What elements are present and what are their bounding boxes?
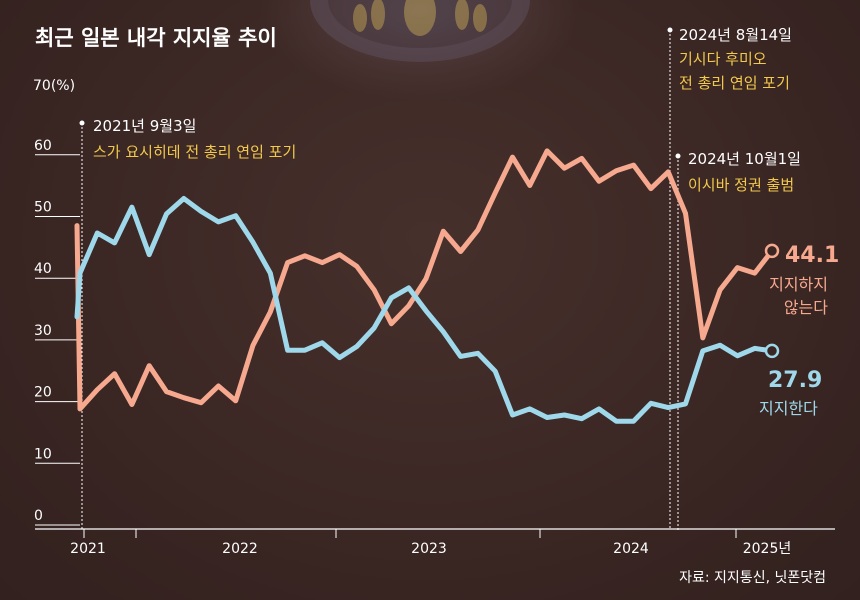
y-tick-label-10: 10 bbox=[34, 446, 52, 462]
series-0-point-40 bbox=[764, 243, 780, 259]
annotation-date-ishiba: 2024년 10월1일 bbox=[688, 150, 801, 168]
y-axis: 0 10 20 30 40 50 60 bbox=[34, 138, 80, 526]
y-tick-label-40: 40 bbox=[34, 261, 52, 277]
y-tick-label-50: 50 bbox=[34, 200, 52, 216]
annotation-date-kishida: 2024년 8월14일 bbox=[679, 26, 792, 44]
annotation-dot-kishida bbox=[667, 27, 673, 33]
x-tick-label-4: 2025년 bbox=[743, 541, 792, 557]
end-value-disapprove: 44.1 bbox=[785, 243, 839, 268]
x-tick-label-2: 2023 bbox=[411, 541, 447, 557]
emblem-decoration bbox=[310, 0, 530, 62]
annotation-event-kishida-line2: 전 총리 연임 포기 bbox=[679, 74, 790, 92]
end-label-approve: 지지한다 bbox=[759, 399, 818, 418]
series-line-0 bbox=[74, 148, 775, 412]
y-tick-label-30: 30 bbox=[34, 323, 52, 339]
annotation-event-ishiba: 이시바 정권 출범 bbox=[688, 176, 794, 194]
y-tick-label-20: 20 bbox=[34, 385, 52, 401]
y-tick-label-60: 60 bbox=[34, 138, 52, 154]
end-value-approve: 27.9 bbox=[768, 368, 822, 393]
series-layer bbox=[74, 148, 780, 424]
source-note: 자료: 지지통신, 닛폰닷컴 bbox=[679, 570, 826, 586]
annotation-dot-ishiba bbox=[675, 153, 681, 159]
end-label-disapprove-line2: 않는다 bbox=[784, 298, 828, 317]
annotation-event-suga: 스가 요시히데 전 총리 연임 포기 bbox=[93, 143, 296, 161]
annotation-date-suga: 2021년 9월3일 bbox=[93, 117, 196, 135]
end-label-disapprove-line1: 지지하지 bbox=[769, 275, 828, 294]
series-line-1 bbox=[74, 196, 775, 424]
chart-title: 최근 일본 내각 지지율 추이 bbox=[35, 26, 277, 50]
x-tick-label-1: 2022 bbox=[222, 541, 258, 557]
annotation-event-kishida-line1: 기시다 후미오 bbox=[679, 50, 767, 68]
y-axis-unit-label: 70(%) bbox=[33, 78, 75, 94]
x-axis: 2021 2022 2023 2024 2025년 bbox=[70, 529, 791, 557]
annotation-dot-suga bbox=[79, 120, 85, 126]
series-1-point-40 bbox=[764, 343, 780, 359]
y-tick-label-0: 0 bbox=[34, 508, 43, 524]
x-tick-label-0: 2021 bbox=[70, 541, 106, 557]
x-tick-label-3: 2024 bbox=[613, 541, 649, 557]
annotations bbox=[79, 27, 681, 530]
